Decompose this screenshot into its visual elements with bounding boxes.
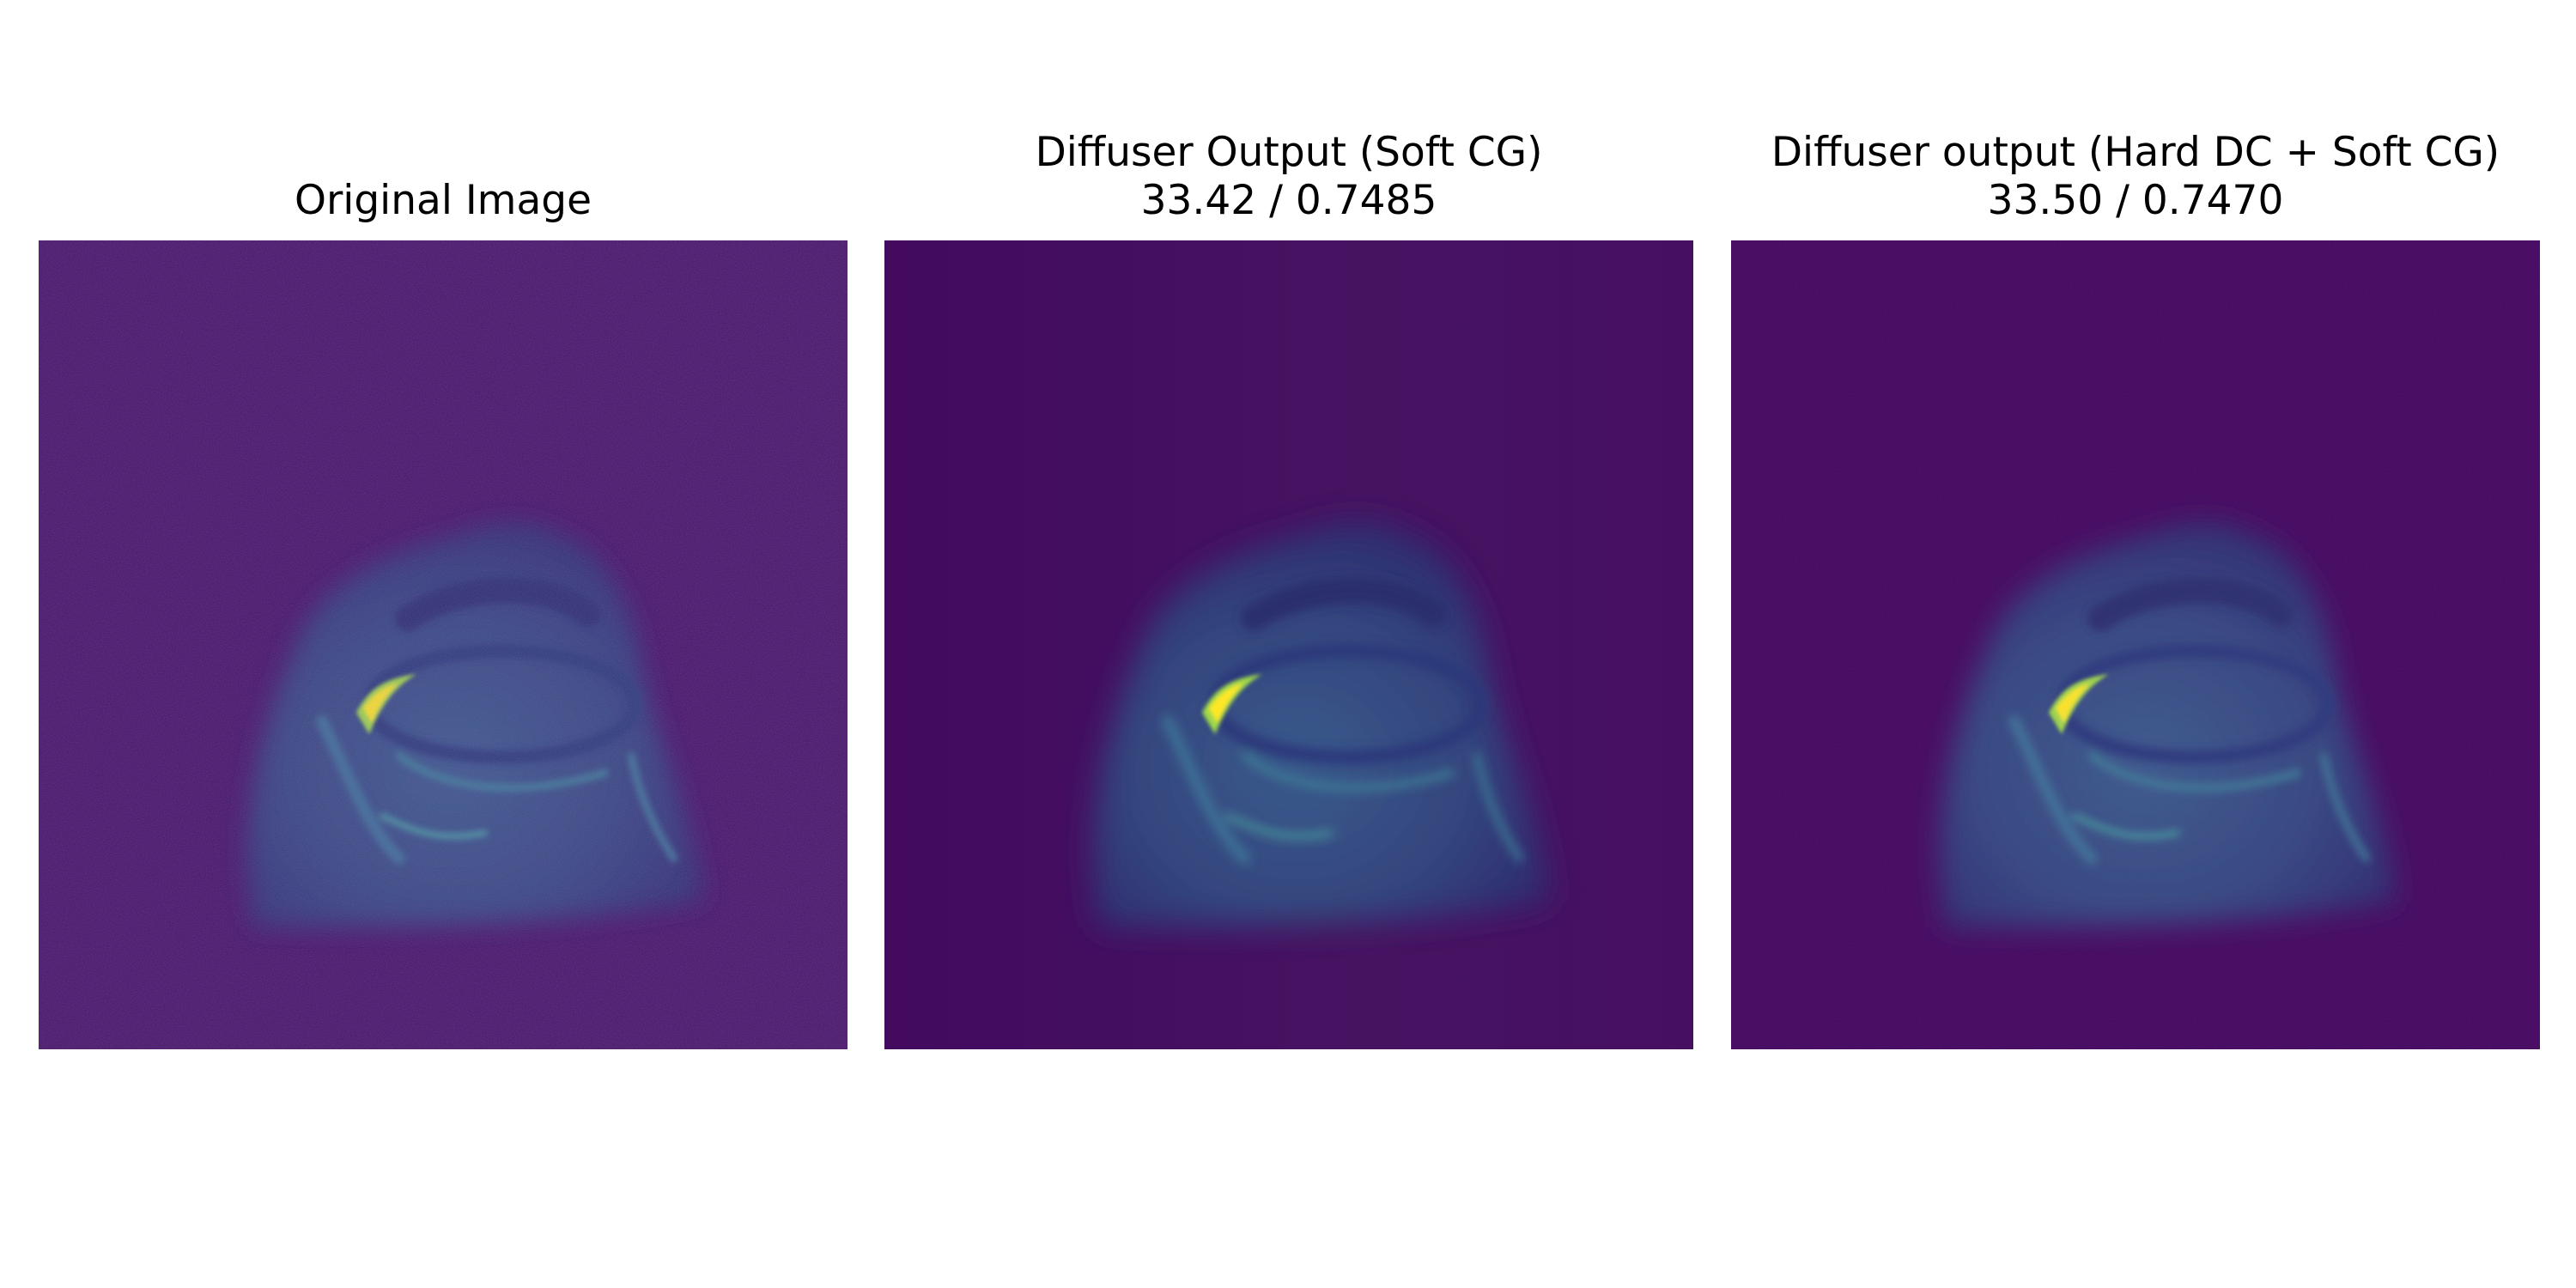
panel-title-line-1: Diffuser Output (Soft CG) xyxy=(1035,129,1543,176)
mri-image-soft-cg xyxy=(884,240,1693,1049)
panel-title-line-1: Diffuser output (Hard DC + Soft CG) xyxy=(1771,129,2500,176)
panel-title-soft-cg: Diffuser Output (Soft CG) 33.42 / 0.7485 xyxy=(884,129,1693,225)
mri-image-original xyxy=(39,240,848,1049)
panel-title-original: Original Image xyxy=(39,177,848,225)
panel-title-line-2: 33.50 / 0.7470 xyxy=(1987,177,2284,224)
panel-hard-dc-soft-cg: Diffuser output (Hard DC + Soft CG) 33.5… xyxy=(1731,0,2540,1288)
mri-image-hard-dc-soft-cg xyxy=(1731,240,2540,1049)
panel-title-hard-dc-soft-cg: Diffuser output (Hard DC + Soft CG) 33.5… xyxy=(1731,129,2540,225)
panel-soft-cg: Diffuser Output (Soft CG) 33.42 / 0.7485 xyxy=(884,0,1693,1288)
panel-title-line-2: 33.42 / 0.7485 xyxy=(1140,177,1437,224)
panel-title-line-2: Original Image xyxy=(294,177,592,224)
panel-original: Original Image xyxy=(39,0,848,1288)
